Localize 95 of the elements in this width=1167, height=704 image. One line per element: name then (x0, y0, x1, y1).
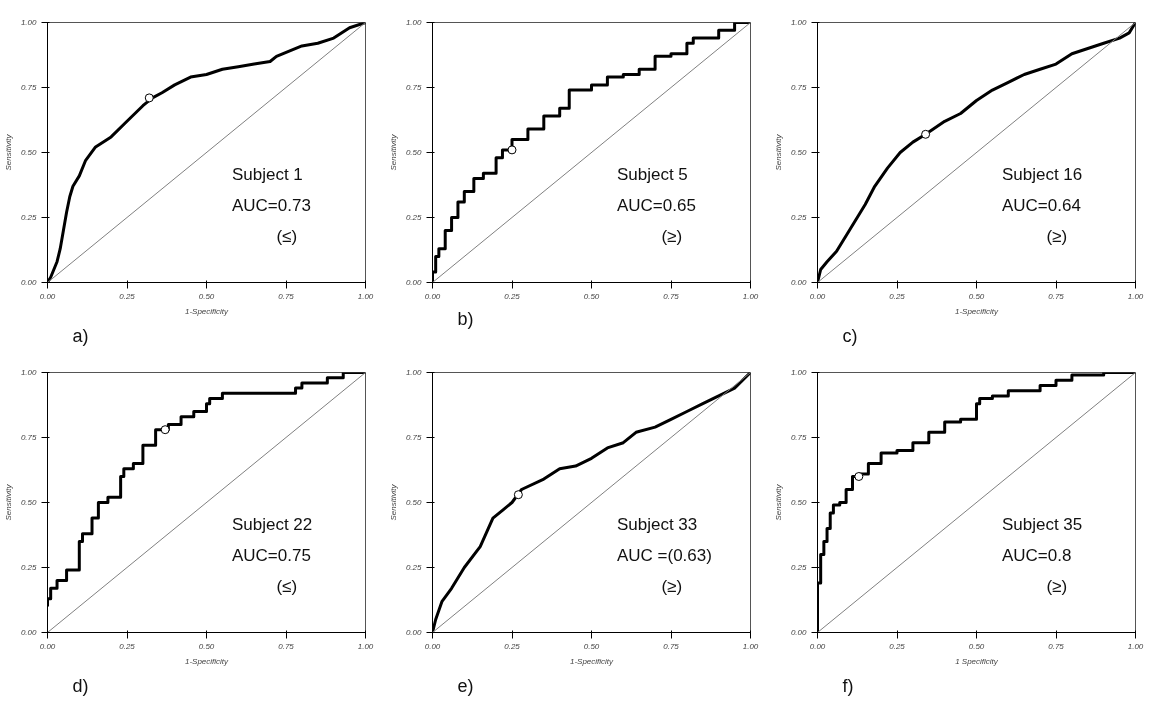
y-tick-label: 1.00 (790, 368, 808, 377)
x-tick-label: 0.00 (39, 291, 56, 301)
x-tick-label: 0.25 (504, 641, 521, 651)
y-tick-label: 0.75 (405, 83, 423, 92)
annotation: Subject 35 (1001, 514, 1083, 534)
y-tick-label: 1.00 (790, 18, 808, 27)
text: d) (72, 675, 89, 696)
y-axis-title: Sensitivity (3, 133, 13, 171)
y-tick-label: 0.00 (405, 278, 423, 287)
y-tick-label: 0.50 (20, 498, 38, 507)
y-axis-title: Sensitivity (773, 483, 783, 521)
annotation: AUC =(0.63) (616, 545, 712, 565)
y-tick-label: 0.75 (790, 433, 808, 442)
y-tick-label: 0.00 (790, 628, 808, 637)
y-axis-title: Sensitivity (773, 133, 783, 171)
annotation: (≥) (1046, 227, 1068, 247)
x-tick-label: 0.25 (119, 641, 136, 651)
x-tick-label: 0.75 (1048, 641, 1065, 651)
y-tick-label: 0.25 (405, 213, 423, 222)
x-tick-label: 0.50 (583, 641, 600, 651)
y-tick-label: 0.50 (405, 498, 423, 507)
y-tick-label: 0.00 (20, 628, 38, 637)
y-tick-label: 0.25 (20, 213, 38, 222)
annotation: (≥) (1046, 577, 1068, 597)
annotation: Subject 1 (231, 164, 303, 184)
x-tick-label: 0.25 (889, 291, 906, 301)
x-tick-label: 0.00 (424, 291, 441, 301)
annotation: Subject 22 (231, 514, 313, 534)
annotation: Subject 16 (1001, 164, 1083, 184)
text: c) (842, 325, 858, 346)
y-tick-label: 1.00 (20, 368, 38, 377)
annotation: AUC=0.73 (231, 195, 311, 215)
y-tick-label: 0.00 (20, 278, 38, 287)
y-tick-label: 0.75 (790, 83, 808, 92)
x-tick-label: 0.00 (424, 641, 441, 651)
y-tick-label: 0.25 (790, 563, 808, 572)
x-tick-label: 1.00 (1127, 641, 1144, 651)
x-tick-label: 0.25 (889, 641, 906, 651)
x-tick-label: 1.00 (1127, 291, 1144, 301)
x-tick-label: 0.75 (663, 641, 680, 651)
y-tick-label: 0.75 (405, 433, 423, 442)
x-tick-label: 0.00 (809, 641, 826, 651)
x-tick-label: 1.00 (357, 641, 374, 651)
text: b) (457, 308, 474, 329)
annotation: Subject 33 (616, 514, 698, 534)
x-tick-label: 0.00 (809, 291, 826, 301)
x-tick-label: 0.75 (663, 291, 680, 301)
y-tick-label: 0.00 (405, 628, 423, 637)
x-axis-title: 1-Specificity (184, 656, 230, 666)
y-tick-label: 0.25 (790, 213, 808, 222)
x-axis-title: 1-Specificity (569, 656, 615, 666)
x-tick-label: 1.00 (742, 641, 759, 651)
y-axis-title: Sensitivity (3, 483, 13, 521)
x-tick-label: 0.50 (968, 291, 985, 301)
annotation: AUC=0.8 (1001, 545, 1072, 565)
annotation: (≥) (661, 577, 683, 597)
y-tick-label: 1.00 (20, 18, 38, 27)
x-tick-label: 0.25 (119, 291, 136, 301)
annotation: AUC=0.75 (231, 545, 311, 565)
x-tick-label: 1.00 (742, 291, 759, 301)
annotation: Subject 5 (616, 164, 688, 184)
annotation: (≤) (276, 577, 298, 597)
y-tick-label: 1.00 (405, 18, 423, 27)
y-tick-label: 1.00 (405, 368, 423, 377)
annotation: (≤) (276, 227, 298, 247)
x-tick-label: 0.25 (504, 291, 521, 301)
text: a) (72, 325, 89, 346)
text: e) (457, 675, 474, 696)
annotation: (≥) (661, 227, 683, 247)
x-tick-label: 0.50 (968, 641, 985, 651)
y-tick-label: 0.50 (20, 148, 38, 157)
x-axis-title: 1 Specificity (955, 656, 999, 666)
y-tick-label: 0.75 (20, 433, 38, 442)
y-tick-label: 0.25 (405, 563, 423, 572)
y-tick-label: 0.75 (20, 83, 38, 92)
x-tick-label: 1.00 (357, 291, 374, 301)
y-tick-label: 0.50 (790, 498, 808, 507)
annotation: AUC=0.65 (616, 195, 696, 215)
x-tick-label: 0.75 (278, 291, 295, 301)
x-tick-label: 0.50 (198, 641, 215, 651)
x-tick-label: 0.50 (583, 291, 600, 301)
x-tick-label: 0.75 (278, 641, 295, 651)
y-tick-label: 0.00 (790, 278, 808, 287)
x-axis-title: 1-Specificity (184, 306, 230, 316)
x-axis-title: 1-Specificity (954, 306, 1000, 316)
y-axis-title: Sensitivity (388, 483, 398, 521)
y-axis-title: Sensitivity (388, 133, 398, 171)
x-tick-label: 0.50 (198, 291, 215, 301)
y-tick-label: 0.25 (20, 563, 38, 572)
text: f) (842, 675, 854, 696)
x-tick-label: 0.00 (39, 641, 56, 651)
y-tick-label: 0.50 (790, 148, 808, 157)
y-tick-label: 0.50 (405, 148, 423, 157)
x-tick-label: 0.75 (1048, 291, 1065, 301)
annotation: AUC=0.64 (1001, 195, 1081, 215)
